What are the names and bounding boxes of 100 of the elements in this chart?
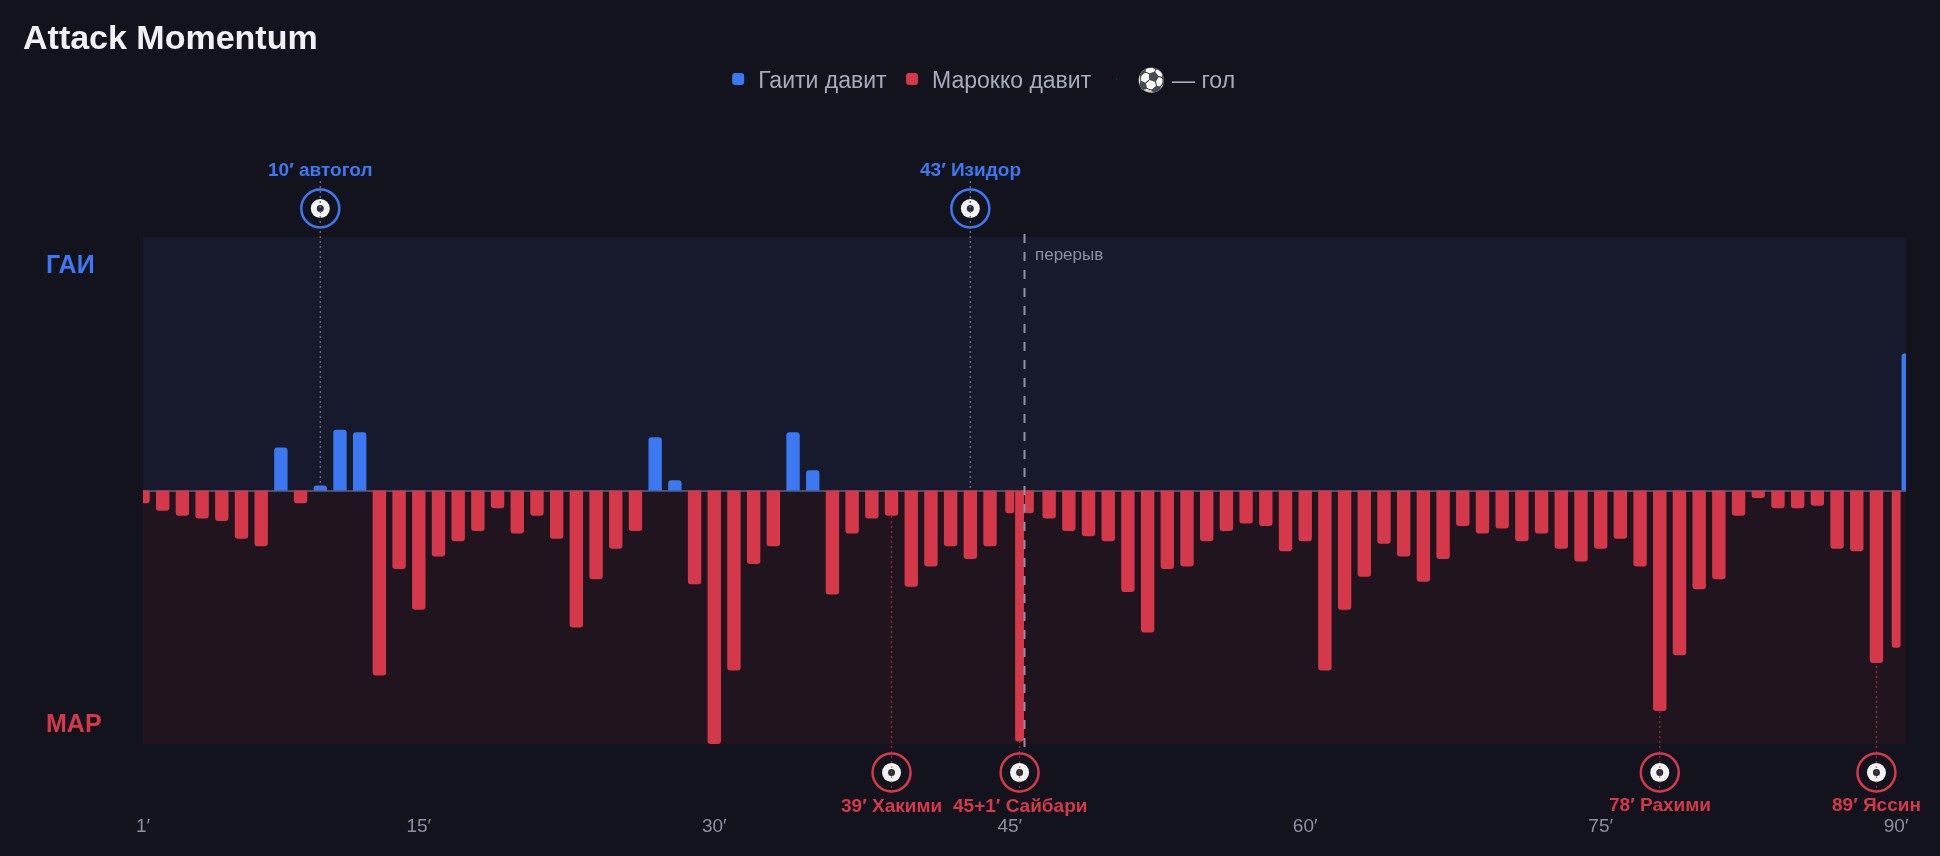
bar [924,490,938,567]
bar [1121,490,1135,592]
bar [825,490,840,595]
bar [904,490,918,587]
x-tick-label: 75′ [1588,815,1614,836]
bar [1731,490,1746,516]
bar [274,447,288,491]
bar [254,490,268,547]
annotation: 43′ Изидор [920,159,1022,180]
ref-line-label: перерыв [1035,245,1104,264]
bar [1298,490,1312,542]
bar [1751,490,1765,499]
bar [1318,490,1332,671]
bar [1062,490,1076,532]
bar [1219,490,1234,532]
bar [1850,490,1864,552]
bar [746,490,761,565]
bar [845,490,859,534]
bar [451,490,465,542]
legend-label: Марокко давит [932,66,1092,93]
bar [1574,490,1588,562]
bar [372,490,387,676]
bar [1653,490,1667,712]
bar [786,432,800,491]
bar [609,490,623,549]
bar [884,490,899,516]
bar [471,490,485,532]
bar [293,490,308,504]
bar [1357,490,1371,577]
bar [648,437,662,491]
text: МАР [46,709,102,737]
annotation: 10′ автогол [268,159,373,180]
bar [1869,490,1884,663]
annotation: 45+1′ Сайбари [953,795,1088,816]
bar [1436,490,1450,559]
bar [1239,490,1253,524]
bar [1456,490,1470,526]
annotation: 78′ Рахими [1609,794,1711,815]
bar [333,429,347,491]
x-tick-label: 30′ [701,815,728,836]
bar [1042,490,1056,519]
bar [1613,490,1628,539]
bar [569,490,584,628]
bar [806,470,820,491]
bar [234,490,249,539]
bar [392,490,406,570]
bar [1771,490,1785,509]
bar [963,490,978,559]
bar [195,490,209,519]
bar [1692,490,1706,590]
bar [352,432,367,491]
x-tick-label: 90′ [1883,815,1909,836]
bar [668,480,682,491]
bar [766,490,781,547]
chart-title: Attack Momentum [23,17,318,56]
bar [1810,490,1825,506]
bar [1554,490,1568,549]
bar [1416,490,1431,582]
annotation: 39′ Хакими [841,795,943,816]
bar [1278,490,1293,552]
bar [215,490,229,521]
bar [1534,490,1549,534]
bar [1495,490,1509,529]
text: ГАИ [46,250,95,278]
bar [1790,490,1805,509]
text: ⚽ — гол [1135,66,1236,94]
bar [1259,490,1273,526]
bar [1672,490,1687,656]
x-tick-label: 60′ [1292,815,1318,836]
bar [530,490,544,516]
bar [628,490,643,532]
bar [687,490,702,585]
x-tick-label: 1′ [135,815,151,836]
bar [589,490,603,580]
bar [156,490,170,511]
bar [1712,490,1726,580]
bar [1593,490,1608,549]
bar [1140,490,1155,633]
x-tick-label: 15′ [406,815,432,836]
bar [510,490,524,534]
bar [1101,490,1115,542]
bar [175,490,190,516]
x-tick-label: 45′ [997,815,1023,836]
bar [490,490,505,509]
bar [1633,490,1647,567]
bar [1337,490,1352,610]
bar [412,490,426,610]
bar [1515,490,1529,542]
bar [865,490,879,519]
bar [1830,490,1844,549]
bar [943,490,958,547]
bar [1200,490,1214,542]
bar [431,490,446,557]
bar [707,490,721,744]
bar [1377,490,1391,544]
bar [1160,490,1175,570]
bar [1397,490,1411,557]
bar [549,490,564,539]
bar [983,490,997,547]
bar [1180,490,1194,567]
